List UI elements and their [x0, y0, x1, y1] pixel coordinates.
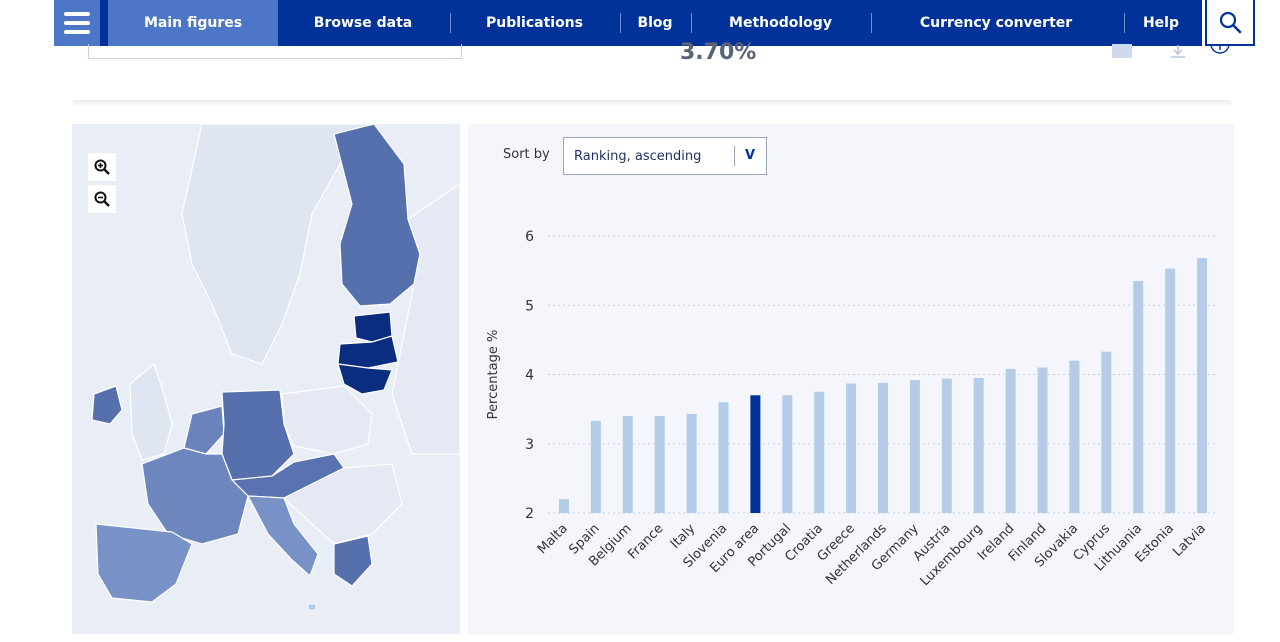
bar — [1133, 281, 1144, 513]
bar — [814, 391, 825, 513]
zoom-in-button[interactable] — [88, 153, 116, 181]
y-tick-label: 2 — [525, 506, 534, 522]
map-region-finland — [333, 124, 421, 307]
map-region-iberia — [95, 523, 193, 603]
nav-help[interactable]: Help — [1142, 15, 1180, 31]
download-icon[interactable] — [1170, 44, 1190, 58]
y-tick-label: 3 — [525, 437, 534, 453]
bar — [622, 416, 633, 513]
bar — [846, 383, 857, 513]
bar — [718, 402, 729, 513]
chart-view-icon[interactable] — [1112, 44, 1132, 58]
headline-value: 3.70% — [680, 40, 757, 65]
info-icon[interactable] — [1210, 43, 1230, 58]
y-tick-label: 6 — [525, 229, 534, 245]
nav-main-figures[interactable]: Main figures — [108, 0, 278, 46]
nav-divider — [620, 13, 621, 33]
bar — [558, 499, 569, 513]
bar — [941, 378, 952, 513]
map-region-greece — [333, 535, 373, 587]
bar — [1101, 351, 1112, 513]
map-region-poland — [281, 385, 373, 455]
y-tick-label: 5 — [525, 298, 534, 314]
sort-dropdown[interactable]: Ranking, ascending V — [563, 137, 767, 175]
map-region-uk — [129, 362, 173, 461]
sort-label: Sort by — [503, 147, 550, 162]
nav-publications[interactable]: Publications — [485, 15, 583, 31]
bar — [750, 395, 761, 513]
indicator-select[interactable] — [88, 44, 462, 59]
hamburger-icon — [64, 12, 90, 16]
nav-divider — [450, 13, 451, 33]
zoom-out-button[interactable] — [88, 185, 116, 213]
map-region-italy — [246, 495, 319, 578]
nav-browse-data[interactable]: Browse data — [313, 15, 413, 31]
search-button[interactable] — [1205, 0, 1255, 46]
europe-map-svg — [91, 124, 460, 611]
sort-divider — [734, 146, 735, 166]
bar — [590, 420, 601, 513]
bar — [654, 416, 665, 513]
y-tick-label: 4 — [525, 368, 534, 384]
bar — [909, 380, 920, 513]
bar — [1037, 367, 1048, 513]
x-tick-label: Malta — [535, 521, 571, 557]
x-tick-label: France — [625, 521, 666, 562]
bar — [973, 377, 984, 513]
map-region-malta — [307, 603, 317, 611]
map-region-east — [391, 183, 460, 455]
menu-button[interactable] — [54, 0, 100, 46]
europe-map[interactable] — [72, 124, 460, 634]
zoom-in-icon — [94, 159, 110, 175]
zoom-out-icon — [94, 191, 110, 207]
map-region-benelux — [183, 405, 225, 455]
nav-divider — [691, 13, 692, 33]
sort-selected-value: Ranking, ascending — [574, 149, 702, 164]
map-region-balkans — [282, 463, 403, 545]
section-divider — [72, 100, 1232, 106]
bar — [782, 395, 793, 513]
nav-blog[interactable]: Blog — [637, 15, 673, 31]
bar — [1165, 268, 1176, 513]
nav-divider — [1124, 13, 1125, 33]
bar — [686, 413, 697, 513]
bar — [1069, 360, 1080, 513]
nav-divider — [871, 13, 872, 33]
search-icon — [1219, 11, 1242, 34]
nav-currency-converter[interactable]: Currency converter — [919, 15, 1073, 31]
nav-methodology[interactable]: Methodology — [729, 15, 832, 31]
bar — [1197, 258, 1208, 513]
y-axis-label: Percentage % — [486, 330, 501, 420]
x-tick-label: Latvia — [1170, 521, 1209, 560]
bar — [878, 382, 888, 513]
map-region-ireland — [91, 385, 123, 425]
map-region-lithuania — [337, 363, 393, 395]
chevron-down-icon: V — [745, 148, 756, 163]
bar — [1005, 368, 1016, 513]
